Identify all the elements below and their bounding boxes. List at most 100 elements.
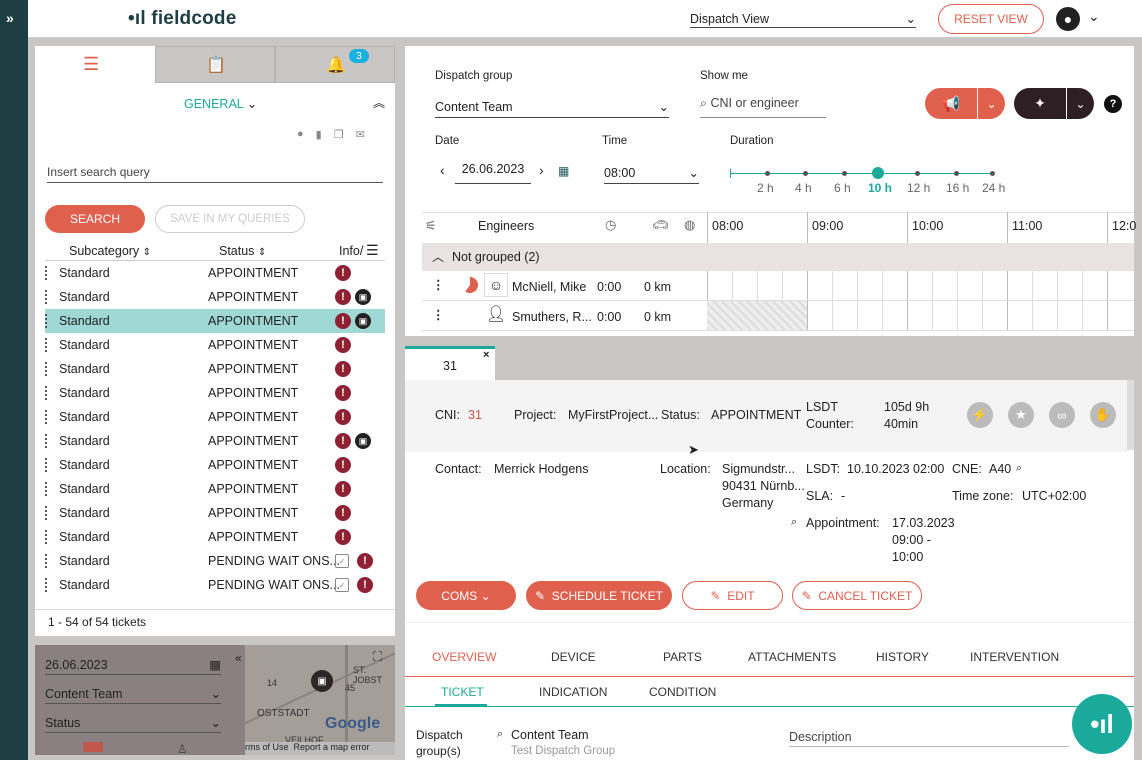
show-me-input[interactable]: ⌕ CNI or engineer: [700, 96, 826, 118]
kebab-menu-icon[interactable]: ⋮: [432, 278, 445, 292]
search-icon[interactable]: ⌕: [1016, 462, 1023, 474]
col-subcategory[interactable]: Subcategory ⇕: [69, 244, 152, 258]
alert-icon[interactable]: !: [335, 361, 351, 377]
document-icon[interactable]: ▮: [315, 129, 322, 141]
expand-icon[interactable]: »: [6, 10, 14, 26]
drag-handle-icon[interactable]: [45, 266, 47, 280]
next-date-icon[interactable]: ›: [539, 162, 544, 178]
drag-handle-icon[interactable]: [45, 338, 47, 352]
table-row[interactable]: Standard APPOINTMENT !: [45, 333, 385, 357]
table-row[interactable]: Standard APPOINTMENT !: [45, 525, 385, 549]
chevron-down-icon[interactable]: ⌄: [977, 88, 1005, 119]
save-query-button[interactable]: SAVE IN MY QUERIES: [155, 205, 305, 233]
drag-handle-icon[interactable]: [45, 290, 47, 304]
detail-tab-item[interactable]: PARTS: [663, 650, 702, 664]
coms-button[interactable]: COMS ⌄: [416, 581, 516, 610]
star-icon[interactable]: ★: [1008, 402, 1034, 428]
table-row[interactable]: Standard PENDING WAIT ONS... ✓!: [45, 573, 385, 597]
search-icon[interactable]: ⌕: [791, 516, 798, 528]
map-terms-link[interactable]: rms of Use: [245, 742, 289, 752]
drag-handle-icon[interactable]: [45, 458, 47, 472]
drag-handle-icon[interactable]: [45, 578, 47, 592]
mini-group-select[interactable]: Content Team ⌄: [45, 684, 221, 704]
table-row[interactable]: Standard APPOINTMENT !: [45, 381, 385, 405]
lightning-icon[interactable]: ⚡: [967, 402, 993, 428]
alert-icon[interactable]: !: [335, 313, 351, 329]
scrollbar[interactable]: [1127, 380, 1134, 450]
duration-stop[interactable]: [802, 170, 808, 176]
search-icon[interactable]: ⌕: [497, 728, 504, 740]
duration-stop[interactable]: [914, 170, 920, 176]
user-menu-chevron-icon[interactable]: ⌄: [1088, 8, 1100, 24]
tab-list[interactable]: ☰: [35, 46, 155, 83]
view-select[interactable]: Dispatch View ⌄: [690, 10, 916, 28]
table-row[interactable]: Standard APPOINTMENT ! ▣: [45, 429, 385, 453]
alert-icon[interactable]: !: [357, 577, 373, 593]
detail-subtab-item[interactable]: INDICATION: [539, 685, 608, 699]
prev-date-icon[interactable]: ‹: [440, 162, 445, 178]
chevron-up-icon[interactable]: ︿: [432, 250, 445, 264]
help-icon[interactable]: ?: [1104, 95, 1122, 113]
map[interactable]: ST. JOBST OSTSTADT VEILHOF 14 45 ▣ ⛶ Goo…: [245, 645, 395, 755]
dispatch-group-select[interactable]: Content Team ⌄: [435, 96, 669, 118]
drag-handle-icon[interactable]: [45, 362, 47, 376]
globe-icon[interactable]: ◍: [684, 217, 696, 232]
alert-icon[interactable]: !: [335, 529, 351, 545]
collapse-up-icon[interactable]: ︽: [373, 96, 386, 110]
fieldcode-assistant-icon[interactable]: •ıl: [1072, 694, 1132, 754]
table-row[interactable]: Standard APPOINTMENT !: [45, 453, 385, 477]
alert-icon[interactable]: !: [335, 481, 351, 497]
alert-icon[interactable]: !: [335, 457, 351, 473]
tab-clipboard[interactable]: 📋: [155, 46, 275, 83]
search-input[interactable]: Insert search query: [47, 161, 383, 183]
alert-icon[interactable]: !: [357, 553, 373, 569]
clock-icon[interactable]: ◷: [605, 217, 617, 232]
magic-wand-button[interactable]: ✦ ⌄: [1014, 88, 1094, 119]
duration-track[interactable]: [730, 173, 992, 174]
drag-handle-icon[interactable]: [45, 554, 47, 568]
map-pin-icon[interactable]: ▣: [311, 670, 333, 692]
table-row[interactable]: Standard APPOINTMENT !: [45, 261, 385, 285]
mail-icon[interactable]: ✉: [355, 129, 365, 141]
drag-handle-icon[interactable]: [45, 482, 47, 496]
duration-stop[interactable]: [764, 170, 770, 176]
detail-tab-item[interactable]: ATTACHMENTS: [748, 650, 837, 664]
drag-handle-icon[interactable]: [45, 530, 47, 544]
calendar-icon[interactable]: ▦: [558, 164, 570, 178]
edit-button[interactable]: ✎ EDIT: [682, 581, 783, 610]
col-info[interactable]: Info/: [339, 244, 363, 258]
detail-tab-item[interactable]: OVERVIEW: [432, 650, 497, 664]
cancel-ticket-button[interactable]: ✎ CANCEL TICKET: [792, 581, 922, 610]
search-button[interactable]: SEARCH: [45, 205, 145, 233]
detail-tab[interactable]: 31 ×: [405, 346, 495, 380]
drag-handle-icon[interactable]: [45, 410, 47, 424]
alert-icon[interactable]: !: [335, 289, 351, 305]
time-select[interactable]: 08:00 ⌄: [604, 162, 699, 184]
calendar-check-icon[interactable]: ✓: [335, 554, 349, 568]
group-row[interactable]: ︿ Not grouped (2): [422, 243, 1134, 271]
drag-handle-icon[interactable]: [45, 506, 47, 520]
detail-tab-item[interactable]: HISTORY: [876, 650, 929, 664]
filter-sliders-icon[interactable]: ⚟: [425, 218, 437, 233]
pc-icon[interactable]: ▣: [355, 313, 371, 329]
copy-icon[interactable]: ❐: [333, 129, 344, 141]
table-row[interactable]: Standard APPOINTMENT !: [45, 501, 385, 525]
drag-handle-icon[interactable]: [45, 314, 47, 328]
duration-stop[interactable]: [953, 170, 959, 176]
alert-icon[interactable]: !: [335, 433, 351, 449]
reset-view-button[interactable]: RESET VIEW: [938, 4, 1044, 34]
pc-icon[interactable]: ▣: [355, 433, 371, 449]
collapse-left-icon[interactable]: «: [235, 651, 242, 665]
duration-stop[interactable]: [872, 167, 884, 179]
schedule-ticket-button[interactable]: ✎ SCHEDULE TICKET: [526, 581, 672, 610]
hand-icon[interactable]: ✋: [1090, 402, 1116, 428]
table-row[interactable]: Standard APPOINTMENT !: [45, 357, 385, 381]
link-icon[interactable]: ∞: [1049, 402, 1075, 428]
cni-value[interactable]: 31: [468, 408, 482, 422]
person-icon[interactable]: ♙: [177, 742, 188, 756]
pc-icon[interactable]: ▣: [355, 289, 371, 305]
engineer-row[interactable]: ⋮ ☺ McNiell, Mike 0:00 0 km: [422, 271, 1134, 301]
general-dropdown[interactable]: GENERAL ⌄: [184, 97, 258, 111]
col-status[interactable]: Status ⇕: [219, 244, 267, 258]
alert-icon[interactable]: !: [335, 409, 351, 425]
